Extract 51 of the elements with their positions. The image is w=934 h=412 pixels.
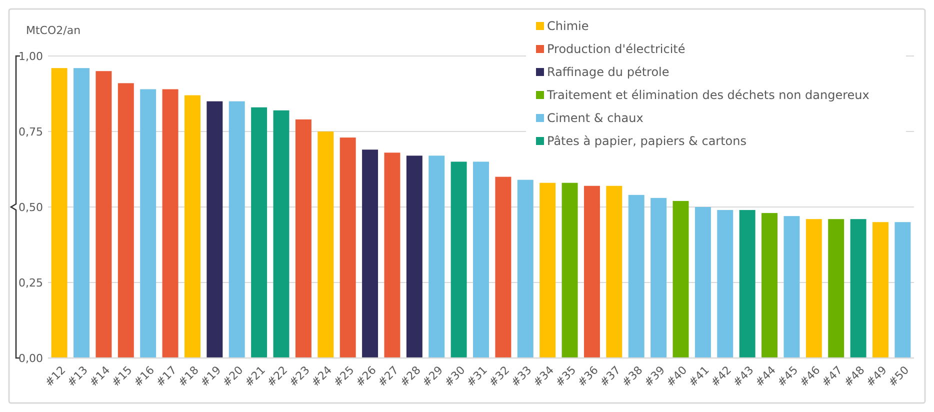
bar (96, 71, 112, 358)
bar (162, 89, 178, 358)
bar (606, 186, 622, 358)
legend-label: Traitement et élimination des déchets non dangereux (546, 88, 870, 102)
bar (295, 119, 312, 358)
bar (318, 132, 334, 358)
bar (894, 222, 911, 358)
bar (428, 156, 445, 358)
legend-label: Raffinage du pétrole (547, 65, 670, 80)
legend-label: Pâtes à papier, papiers & cartons (547, 134, 747, 148)
bar (495, 176, 512, 358)
bar (672, 200, 689, 358)
legend-label: Chimie (547, 19, 589, 34)
bar (562, 182, 578, 358)
bar (140, 89, 156, 358)
bar (650, 198, 667, 358)
bar (118, 83, 134, 358)
bar (850, 219, 866, 358)
bar (184, 95, 200, 358)
legend-label: Ciment & chaux (547, 111, 644, 126)
y-tick-label: 0,00 (18, 352, 43, 365)
y-tick-label: 0,75 (18, 125, 43, 138)
bar (628, 194, 644, 358)
bar (872, 222, 888, 358)
y-tick-label: 0,25 (18, 276, 43, 290)
bar (450, 162, 467, 358)
bar (251, 107, 268, 358)
bar (784, 216, 800, 358)
bar (828, 219, 844, 358)
bar (74, 68, 90, 358)
bar (739, 210, 756, 358)
bar (717, 210, 734, 358)
bar (51, 68, 68, 358)
y-tick-label: 0,50 (18, 200, 43, 214)
bar (340, 138, 356, 358)
bar (517, 180, 534, 358)
bar (806, 219, 822, 358)
bar (406, 156, 422, 358)
bar (694, 207, 711, 358)
bar (540, 182, 556, 358)
bar (762, 213, 778, 358)
bar (273, 110, 290, 358)
bar (584, 186, 600, 358)
legend-label: Production d'électricité (547, 42, 686, 56)
bar (362, 150, 378, 358)
y-axis-title: MtCO2/an (26, 24, 81, 37)
bar (473, 162, 489, 358)
bar (228, 101, 245, 358)
y-tick-label: 1,00 (18, 50, 43, 63)
bar (206, 101, 223, 358)
bar (384, 152, 400, 358)
